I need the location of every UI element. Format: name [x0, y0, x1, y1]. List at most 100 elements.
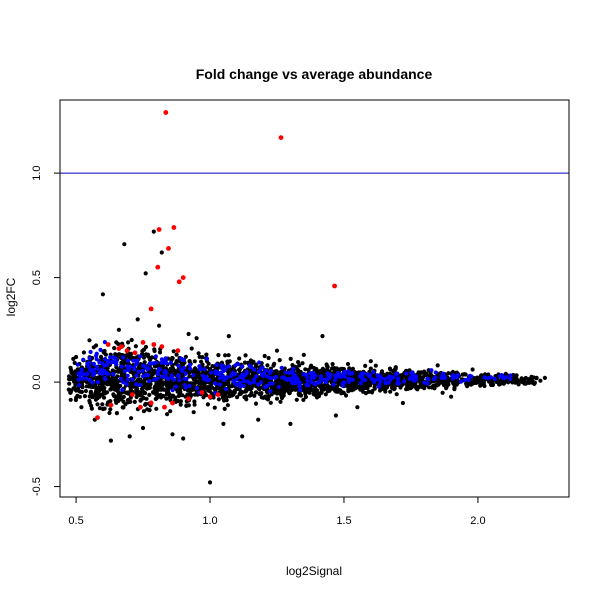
- data-point-black: [390, 385, 395, 390]
- data-point-blue: [482, 375, 487, 380]
- data-point-black: [221, 398, 227, 403]
- data-point-black: [126, 340, 131, 345]
- data-point-black: [244, 387, 249, 392]
- data-point-black: [417, 373, 422, 378]
- data-point-black: [301, 388, 307, 393]
- data-point-black: [341, 390, 346, 395]
- data-point-blue: [317, 380, 322, 385]
- data-point-black: [296, 360, 301, 365]
- data-point-black: [187, 374, 192, 379]
- data-point-blue: [124, 382, 129, 387]
- data-point-black: [157, 323, 162, 328]
- data-point-black: [444, 379, 449, 384]
- data-point-red: [148, 400, 154, 406]
- data-point-blue: [223, 387, 228, 392]
- data-point-blue: [86, 362, 91, 367]
- data-point-blue: [458, 379, 464, 384]
- data-point-black: [242, 360, 248, 365]
- data-point-black: [97, 406, 102, 411]
- data-point-blue: [94, 353, 99, 358]
- data-point-blue: [134, 373, 139, 378]
- data-point-red: [180, 275, 186, 280]
- data-point-black: [408, 382, 414, 388]
- data-point-black: [108, 387, 113, 392]
- data-point-black: [111, 393, 116, 398]
- data-point-blue: [450, 376, 455, 381]
- data-point-black: [294, 397, 299, 402]
- data-point-black: [322, 368, 327, 373]
- data-point-blue: [187, 383, 192, 388]
- data-point-black: [223, 353, 228, 358]
- data-point-black: [165, 385, 170, 390]
- data-point-blue: [371, 370, 376, 375]
- data-point-red: [159, 344, 165, 349]
- data-point-black: [170, 432, 175, 437]
- data-point-blue: [218, 382, 223, 387]
- data-point-red: [151, 342, 157, 347]
- data-point-blue: [140, 368, 145, 373]
- data-point-black: [166, 391, 171, 396]
- data-point-black: [256, 386, 261, 391]
- data-point-black: [259, 395, 264, 400]
- data-point-blue: [87, 356, 92, 361]
- data-point-black: [105, 382, 110, 387]
- data-point-black: [122, 242, 127, 247]
- data-point-black: [381, 373, 386, 378]
- data-point-black: [69, 369, 74, 374]
- data-point-blue: [240, 375, 246, 380]
- chart-title: Fold change vs average abundance: [196, 66, 433, 82]
- data-point-black: [392, 367, 397, 372]
- data-point-black: [298, 393, 304, 398]
- data-point-black: [177, 390, 182, 395]
- data-point-black: [317, 370, 322, 375]
- data-point-blue: [108, 355, 113, 360]
- data-point-black: [325, 364, 330, 370]
- data-point-red: [124, 348, 130, 354]
- data-point-black: [204, 352, 209, 357]
- data-point-black: [514, 373, 519, 378]
- data-point-blue: [410, 370, 415, 375]
- data-point-black: [435, 363, 440, 368]
- data-point-black: [68, 397, 73, 402]
- data-point-black: [151, 229, 156, 234]
- data-point-blue: [94, 357, 99, 362]
- data-point-black: [319, 385, 324, 390]
- data-point-blue: [486, 376, 491, 381]
- data-point-black: [100, 402, 105, 407]
- data-point-blue: [126, 368, 131, 373]
- data-point-blue: [120, 387, 125, 392]
- data-point-black: [391, 379, 396, 384]
- data-point-black: [196, 351, 201, 356]
- data-point-red: [215, 392, 221, 397]
- data-point-black: [394, 392, 399, 397]
- data-point-black: [454, 379, 459, 384]
- data-point-black: [147, 392, 152, 397]
- data-point-blue: [125, 377, 130, 382]
- data-point-black: [277, 358, 282, 363]
- data-point-black: [157, 380, 162, 385]
- data-point-black: [340, 366, 345, 371]
- data-point-blue: [497, 374, 503, 379]
- data-point-red: [170, 400, 175, 406]
- data-point-blue: [247, 363, 252, 368]
- data-point-black: [112, 346, 117, 351]
- data-point-black: [527, 380, 532, 385]
- data-point-black: [146, 352, 151, 357]
- data-point-black: [68, 390, 73, 395]
- data-point-black: [206, 387, 211, 392]
- data-point-red: [95, 415, 100, 420]
- x-tick-label: 1.0: [202, 515, 217, 527]
- data-point-red: [175, 348, 181, 354]
- data-point-black: [159, 250, 164, 255]
- data-point-black: [429, 385, 434, 390]
- data-point-black: [176, 393, 181, 398]
- data-point-black: [95, 402, 100, 407]
- data-point-black: [129, 337, 134, 343]
- data-point-black: [118, 352, 123, 357]
- data-point-black: [200, 355, 205, 360]
- data-point-blue: [433, 370, 438, 375]
- data-point-black: [240, 390, 245, 395]
- data-point-red: [171, 225, 177, 230]
- data-point-black: [140, 425, 146, 431]
- data-point-black: [192, 359, 197, 364]
